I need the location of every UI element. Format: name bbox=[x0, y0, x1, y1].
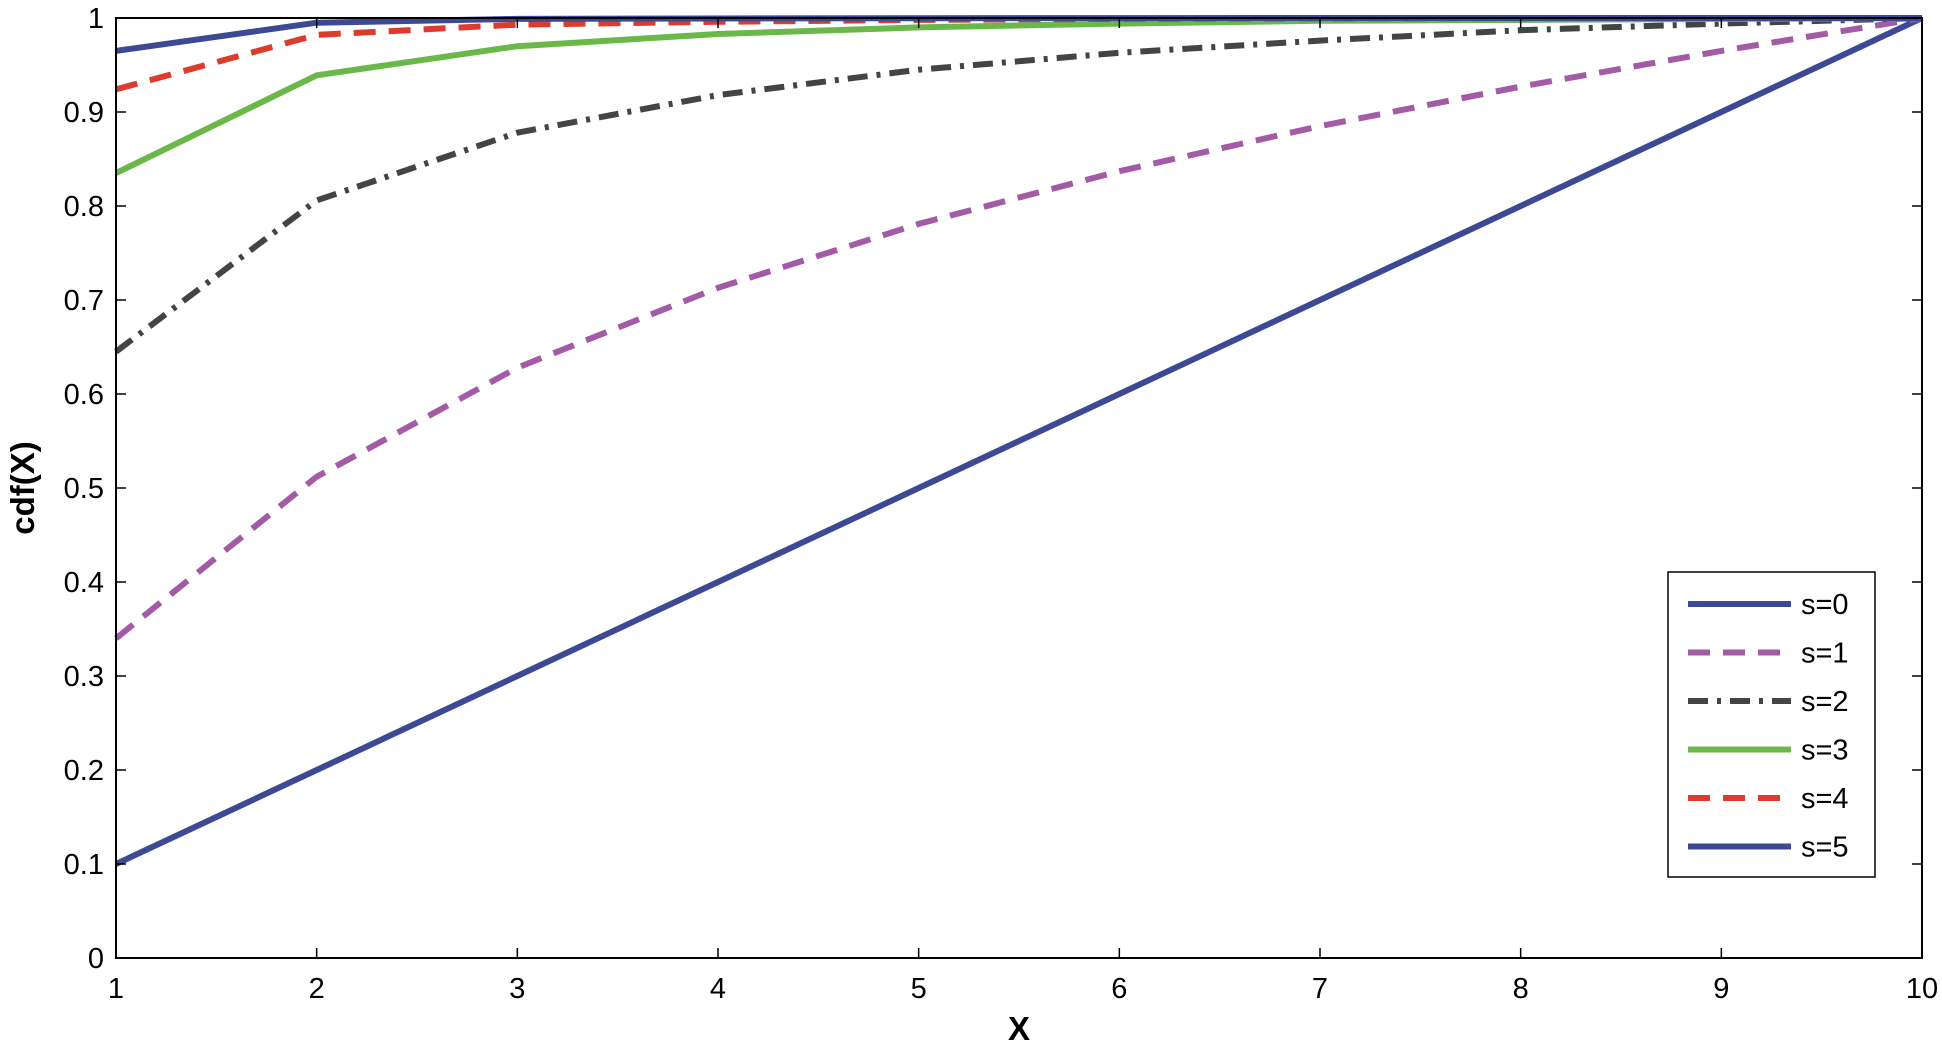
x-tick-label: 5 bbox=[911, 973, 927, 1005]
legend-label: s=5 bbox=[1801, 832, 1849, 864]
x-tick-label: 3 bbox=[509, 973, 525, 1005]
y-tick-label: 0.2 bbox=[64, 755, 104, 787]
legend-box bbox=[1667, 571, 1876, 878]
y-axis-label: cdf(X) bbox=[4, 441, 41, 535]
y-tick-label: 0.8 bbox=[64, 191, 104, 223]
y-tick-label: 0.3 bbox=[64, 661, 104, 693]
x-tick-label: 4 bbox=[710, 973, 726, 1005]
x-tick-label: 6 bbox=[1111, 973, 1127, 1005]
x-tick-label: 2 bbox=[309, 973, 325, 1005]
legend-label: s=4 bbox=[1801, 783, 1849, 815]
x-axis-ticks: 1 2 3 4 5 6 7 8 9 10 bbox=[108, 18, 1938, 1005]
legend-label: s=1 bbox=[1801, 638, 1849, 670]
legend-label: s=0 bbox=[1801, 589, 1849, 621]
x-tick-label: 10 bbox=[1906, 973, 1938, 1005]
y-axis-ticks: 0 0.1 0.2 0.3 0.4 0.5 0.6 0.7 0.8 0.9 1 bbox=[64, 3, 1922, 975]
x-tick-label: 7 bbox=[1312, 973, 1328, 1005]
y-tick-label: 1 bbox=[88, 3, 104, 35]
series-line-s-0 bbox=[114, 15, 1924, 867]
x-tick-label: 1 bbox=[108, 973, 124, 1005]
series-line-s-2 bbox=[114, 15, 1923, 355]
y-tick-label: 0.4 bbox=[64, 567, 104, 599]
y-tick-label: 0 bbox=[88, 943, 104, 975]
x-tick-label: 9 bbox=[1713, 973, 1729, 1005]
y-tick-label: 0.1 bbox=[64, 849, 104, 881]
y-tick-label: 0.9 bbox=[64, 97, 104, 129]
legend: s=0 s=1 s=2 s=3 s=4 s=5 bbox=[1667, 571, 1876, 878]
x-tick-label: 8 bbox=[1513, 973, 1529, 1005]
x-axis-label: X bbox=[1008, 1010, 1030, 1047]
series-line-s-1 bbox=[114, 15, 1923, 641]
y-tick-label: 0.5 bbox=[64, 473, 104, 505]
y-tick-label: 0.7 bbox=[64, 285, 104, 317]
y-tick-label: 0.6 bbox=[64, 379, 104, 411]
legend-label: s=2 bbox=[1801, 686, 1849, 718]
legend-label: s=3 bbox=[1801, 735, 1849, 767]
